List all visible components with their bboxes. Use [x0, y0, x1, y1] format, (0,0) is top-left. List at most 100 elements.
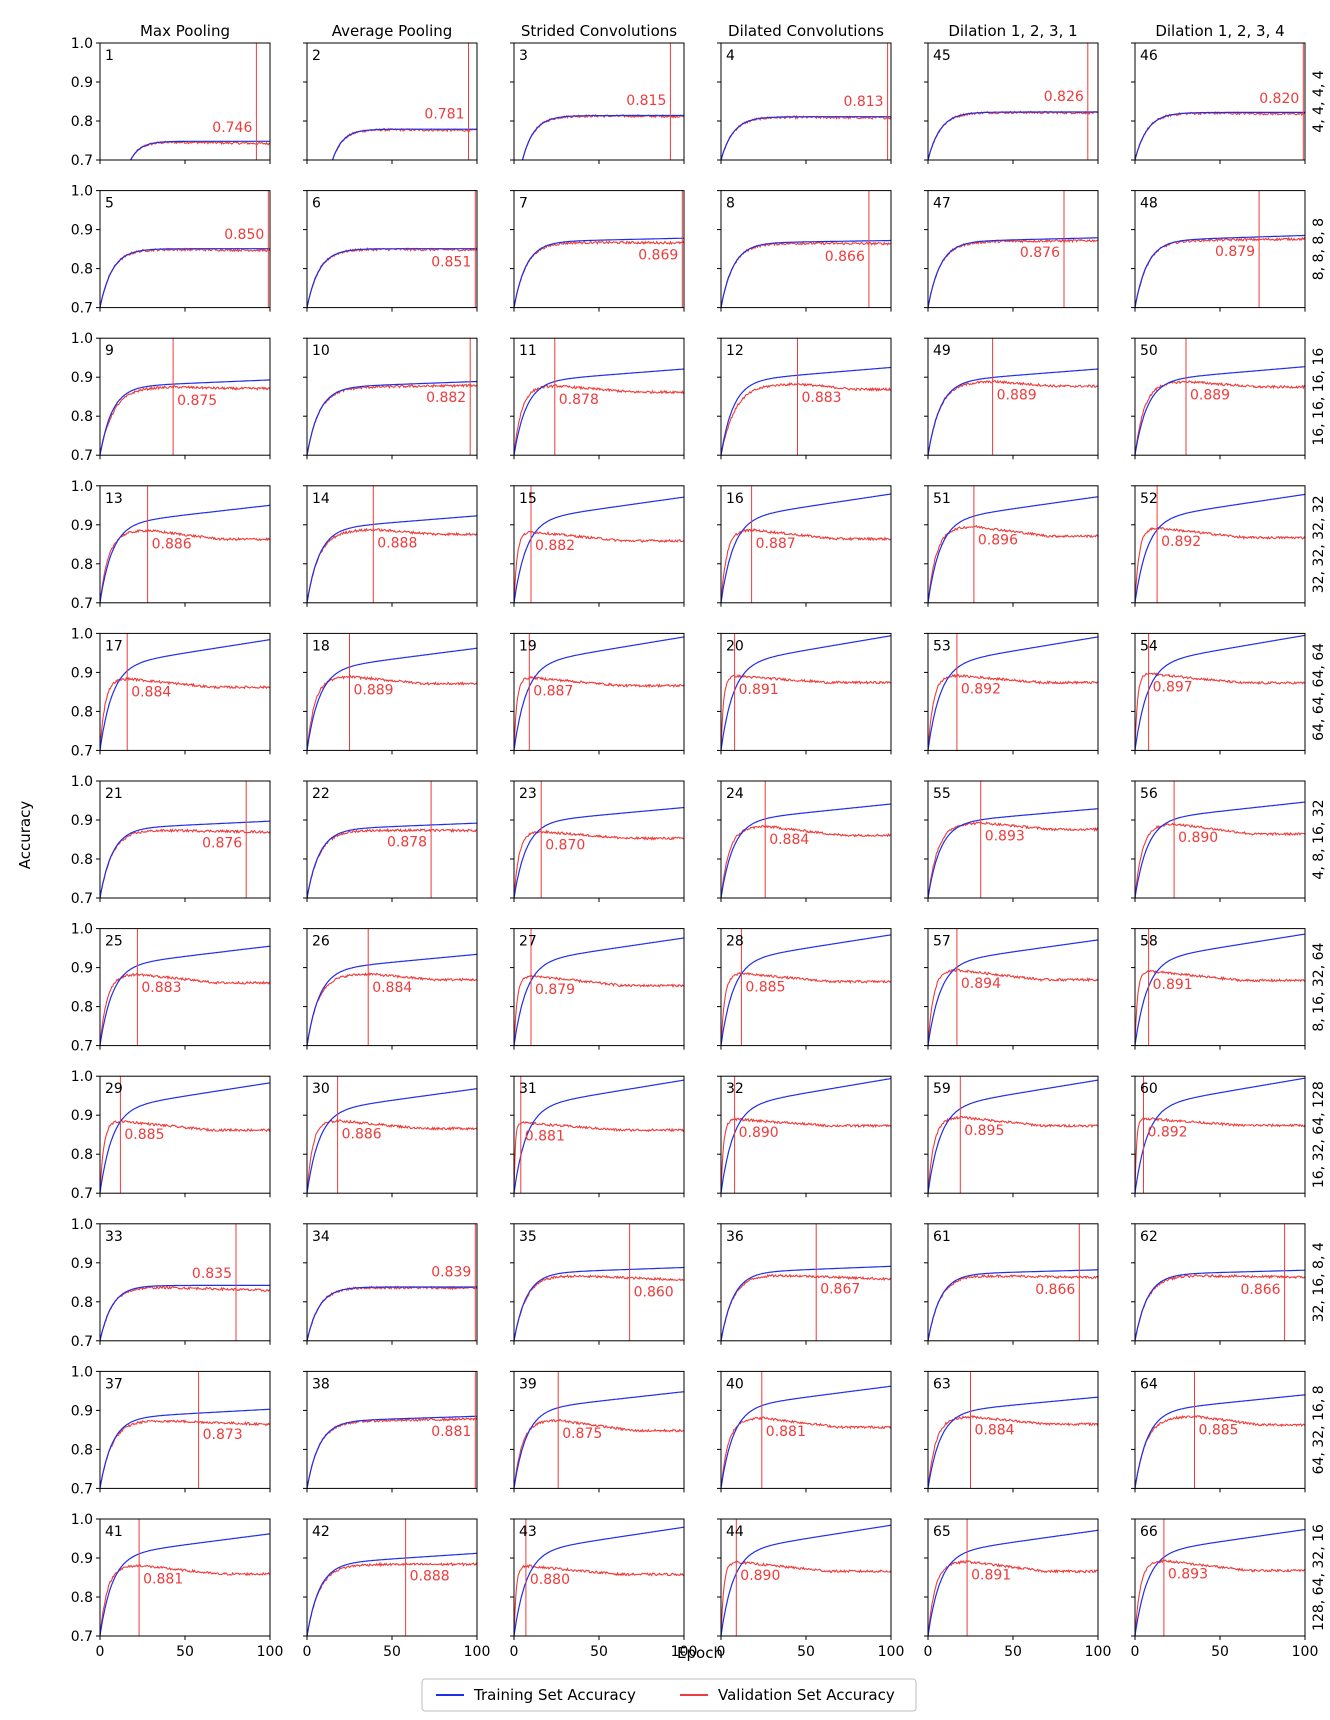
best-accuracy-label: 0.896 [978, 532, 1018, 548]
panel: 0.860 35 [510, 1223, 685, 1345]
column-title: Max Pooling [140, 22, 230, 40]
x-tick-label: 0 [717, 1644, 726, 1660]
panel: 0.889 49 [924, 337, 1099, 460]
panel-number: 40 [726, 1376, 744, 1392]
panel-number: 39 [519, 1376, 537, 1392]
panel-number: 11 [519, 343, 537, 359]
x-tick-label: 50 [797, 1644, 815, 1660]
training-accuracy-line [928, 1079, 1098, 1194]
training-accuracy-line [521, 114, 684, 160]
y-tick-label: 1.0 [71, 1217, 93, 1233]
panel-number: 64 [1140, 1376, 1158, 1392]
panel-number: 55 [933, 786, 951, 802]
panel-number: 58 [1140, 934, 1158, 950]
panel-frame [99, 42, 271, 161]
training-accuracy-line [100, 1408, 270, 1489]
y-tick-label: 0.9 [71, 1256, 93, 1272]
validation-accuracy-line [514, 1274, 684, 1341]
validation-accuracy-line [514, 1418, 684, 1489]
training-accuracy-line [928, 636, 1098, 751]
panel: 0.866 8 [717, 190, 892, 312]
panel-frame [720, 485, 892, 604]
best-accuracy-label: 0.881 [143, 1571, 183, 1587]
best-accuracy-label: 0.884 [372, 980, 412, 996]
validation-accuracy-line [307, 527, 477, 603]
training-accuracy-line [307, 1088, 477, 1194]
panel: 0.882 15 [510, 485, 685, 607]
panel: 0.885 64 [1131, 1370, 1306, 1493]
training-accuracy-line [331, 128, 477, 160]
panel: 0.881 41 0.7 0.8 0.9 1.0 0 50 100 [71, 1512, 284, 1660]
training-accuracy-line [514, 806, 684, 898]
validation-accuracy-line [928, 524, 1098, 603]
best-accuracy-label: 0.873 [203, 1427, 243, 1443]
validation-accuracy-line [721, 241, 891, 308]
best-accuracy-label: 0.876 [202, 835, 242, 851]
validation-accuracy-line [100, 1563, 270, 1636]
panel-number: 1 [105, 48, 114, 64]
training-accuracy-line [514, 368, 684, 456]
y-tick-label: 0.7 [71, 1039, 93, 1055]
training-accuracy-line [1135, 366, 1305, 456]
panel-frame [513, 337, 685, 456]
training-accuracy-line [100, 1284, 270, 1341]
panel-number: 33 [105, 1229, 123, 1245]
panel-number: 2 [312, 48, 321, 64]
best-accuracy-label: 0.885 [1199, 1422, 1239, 1438]
best-accuracy-label: 0.887 [533, 683, 573, 699]
row-label: 8, 16, 32, 64 [1311, 942, 1327, 1031]
best-accuracy-label: 0.826 [1044, 89, 1084, 105]
panel-number: 18 [312, 638, 330, 654]
validation-accuracy-line [100, 1119, 270, 1194]
y-tick-label: 0.9 [71, 961, 93, 977]
validation-accuracy-line [721, 1273, 891, 1341]
panel-frame [99, 928, 271, 1047]
panel-number: 49 [933, 343, 951, 359]
panel-number: 35 [519, 1229, 537, 1245]
training-accuracy-line [1135, 1077, 1305, 1194]
validation-accuracy-line [928, 379, 1098, 456]
best-accuracy-label: 0.879 [1215, 244, 1255, 260]
y-tick-label: 0.9 [71, 813, 93, 829]
training-accuracy-line [721, 116, 891, 160]
validation-accuracy-line [100, 972, 270, 1046]
training-accuracy-line [928, 496, 1098, 603]
panel-frame [306, 1223, 478, 1342]
best-accuracy-label: 0.879 [535, 982, 575, 998]
panel: 0.891 20 [717, 632, 892, 755]
best-accuracy-label: 0.892 [1161, 534, 1201, 550]
training-accuracy-line [514, 1526, 684, 1636]
panel: 0.876 21 0.7 0.8 0.9 1.0 [71, 774, 271, 907]
y-tick-label: 0.8 [71, 114, 93, 130]
panel: 0.879 48 [1131, 190, 1306, 312]
panel-number: 37 [105, 1376, 123, 1392]
best-accuracy-label: 0.884 [769, 832, 809, 848]
panel-frame [306, 1075, 478, 1194]
column-title: Dilation 1, 2, 3, 1 [948, 22, 1077, 40]
best-accuracy-label: 0.885 [124, 1127, 164, 1143]
best-accuracy-label: 0.893 [985, 829, 1025, 845]
y-tick-label: 1.0 [71, 1364, 93, 1380]
panel: 0.891 65 0 50 100 [924, 1518, 1111, 1660]
best-accuracy-label: 0.878 [559, 392, 599, 408]
panel: 0.887 16 [717, 485, 892, 607]
validation-accuracy-line [1135, 1273, 1305, 1341]
training-accuracy-line [721, 1524, 891, 1636]
y-tick-label: 0.9 [71, 370, 93, 386]
training-accuracy-line [928, 1269, 1098, 1341]
panel-number: 30 [312, 1081, 330, 1097]
panel: 0.883 12 [717, 337, 892, 460]
panel: 0.851 6 [303, 190, 478, 312]
best-accuracy-label: 0.883 [802, 390, 842, 406]
training-accuracy-line [721, 934, 891, 1046]
y-tick-label: 0.7 [71, 448, 93, 464]
y-tick-label: 0.7 [71, 1481, 93, 1497]
best-accuracy-label: 0.886 [152, 536, 192, 552]
y-tick-label: 1.0 [71, 1069, 93, 1085]
panel-number: 13 [105, 491, 123, 507]
y-tick-label: 0.7 [71, 153, 93, 169]
validation-accuracy-line [307, 1119, 477, 1194]
y-tick-label: 0.7 [71, 743, 93, 759]
panel-number: 14 [312, 491, 330, 507]
